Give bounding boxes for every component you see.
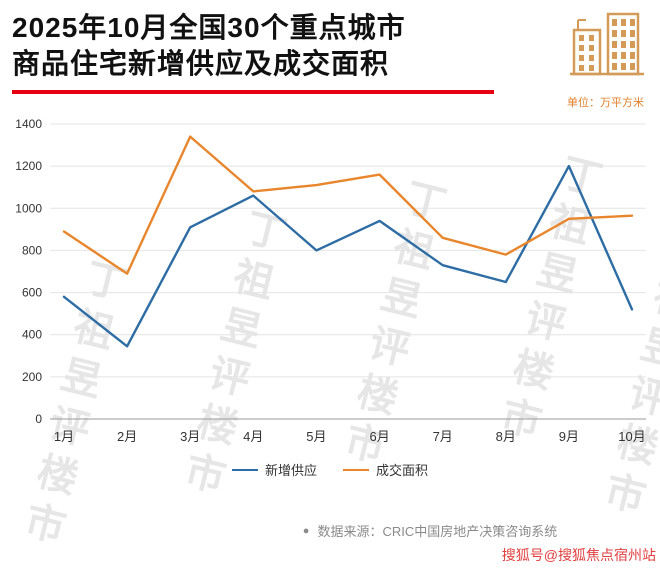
bullet-icon: ●	[302, 524, 310, 537]
svg-text:4月: 4月	[243, 429, 263, 444]
svg-text:600: 600	[22, 286, 42, 300]
page-title-line2: 商品住宅新增供应及成交面积	[12, 48, 390, 80]
title-underline	[12, 89, 494, 94]
svg-text:1200: 1200	[15, 159, 42, 173]
svg-text:7月: 7月	[433, 429, 453, 444]
svg-text:9月: 9月	[559, 429, 579, 444]
svg-text:0: 0	[35, 412, 42, 426]
legend-label: 成交面积	[376, 463, 429, 478]
data-source: ● 数据来源：CRIC中国房地产决策咨询系统	[200, 521, 660, 540]
sohu-watermark: 搜狐号@搜狐焦点宿州站	[501, 547, 656, 563]
legend-item: 成交面积	[343, 460, 428, 479]
svg-text:2月: 2月	[117, 429, 137, 444]
legend-label: 新增供应	[264, 463, 317, 478]
svg-text:5月: 5月	[306, 429, 326, 444]
svg-text:3月: 3月	[180, 429, 200, 444]
line-chart-svg: 0 200 400 600 800 1000 1200 1400 1月 2月 3月 4月 5月 6月 7月 8…	[15, 117, 646, 444]
svg-text:1月: 1月	[54, 429, 74, 444]
svg-text:6月: 6月	[369, 429, 389, 444]
chart-legend: 新增供应 成交面积	[0, 460, 660, 479]
line-chart: 0 200 400 600 800 1000 1200 1400 1月 2月 3月 4月 5月 6月 7月 8…	[0, 112, 660, 457]
page-title-line1: 2025年10月全国30个重点城市	[12, 12, 406, 43]
svg-text:400: 400	[22, 328, 42, 342]
svg-text:1400: 1400	[15, 117, 42, 131]
svg-text:10月: 10月	[618, 429, 645, 444]
buildings-icon-svg	[570, 12, 644, 76]
legend-line-swatch	[231, 468, 258, 471]
buildings-icon	[568, 8, 646, 78]
data-source-text: 数据来源：CRIC中国房地产决策咨询系统	[317, 524, 558, 539]
svg-text:800: 800	[22, 243, 42, 257]
legend-item: 新增供应	[231, 460, 317, 479]
svg-text:1000: 1000	[15, 201, 42, 215]
header: 2025年10月全国30个重点城市 商品住宅新增供应及成交面积	[12, 10, 542, 94]
unit-label: 单位：万平方米	[567, 97, 644, 109]
legend-line-swatch	[343, 468, 369, 471]
svg-text:8月: 8月	[496, 429, 516, 444]
svg-text:200: 200	[22, 370, 42, 384]
